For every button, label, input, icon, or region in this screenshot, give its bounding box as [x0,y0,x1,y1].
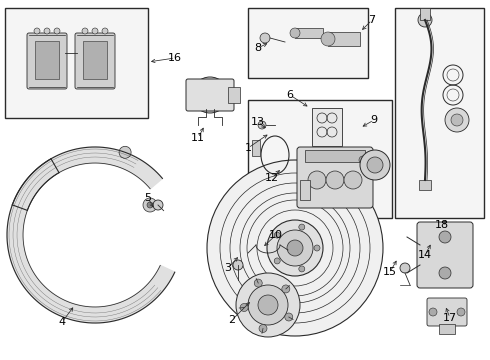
Circle shape [54,28,60,34]
Circle shape [34,28,40,34]
Text: 4: 4 [58,317,66,327]
Circle shape [153,200,163,210]
Circle shape [360,150,390,180]
Bar [248,100,392,218]
Bar [419,180,431,190]
Text: 16: 16 [168,53,182,63]
Circle shape [147,202,153,208]
Circle shape [267,220,323,276]
Circle shape [299,224,305,230]
FancyBboxPatch shape [75,33,115,89]
FancyBboxPatch shape [427,298,467,326]
Bar [420,8,430,20]
Bar [252,140,260,156]
Circle shape [314,245,320,251]
Bar [295,28,323,38]
Text: 14: 14 [418,250,432,260]
Circle shape [274,232,280,238]
Circle shape [102,28,108,34]
FancyBboxPatch shape [186,79,234,111]
Bar [300,180,310,200]
Text: 6: 6 [287,90,294,100]
Circle shape [400,263,410,273]
Circle shape [233,260,243,270]
Circle shape [254,279,262,287]
Circle shape [258,295,278,315]
Circle shape [82,28,88,34]
Text: 9: 9 [370,115,378,125]
Circle shape [240,303,248,311]
Circle shape [359,156,367,164]
Circle shape [287,240,303,256]
Bar [395,8,484,218]
Circle shape [236,273,300,337]
Text: 15: 15 [383,267,397,277]
Text: 11: 11 [191,133,205,143]
Circle shape [418,13,432,27]
Circle shape [204,89,216,101]
Text: 18: 18 [435,220,449,230]
Bar [5,8,148,118]
Bar [248,8,368,78]
Bar [35,41,59,79]
Circle shape [259,324,267,333]
Bar [228,87,240,103]
Circle shape [282,285,290,293]
Circle shape [143,198,157,212]
Text: 8: 8 [254,43,262,53]
Circle shape [277,230,313,266]
Text: 12: 12 [265,173,279,183]
FancyBboxPatch shape [417,222,473,288]
Circle shape [248,285,288,325]
Circle shape [445,108,469,132]
Circle shape [290,28,300,38]
Circle shape [258,121,266,129]
Circle shape [285,313,293,321]
Circle shape [119,146,131,158]
Circle shape [344,171,362,189]
Circle shape [326,171,344,189]
Circle shape [439,267,451,279]
Circle shape [260,33,270,43]
FancyBboxPatch shape [27,33,67,89]
Circle shape [451,114,463,126]
Circle shape [429,308,437,316]
Text: 10: 10 [269,230,283,240]
Circle shape [274,258,280,264]
Text: 3: 3 [224,263,231,273]
Circle shape [367,157,383,173]
FancyBboxPatch shape [297,147,373,208]
Circle shape [44,28,50,34]
Circle shape [92,28,98,34]
Bar [439,324,455,334]
Text: 13: 13 [251,117,265,127]
Circle shape [321,32,335,46]
Bar [328,32,360,46]
Circle shape [207,160,383,336]
Text: 7: 7 [368,15,375,25]
Bar [312,108,342,146]
Bar [83,41,107,79]
Text: 5: 5 [145,193,151,203]
Circle shape [299,266,305,272]
Text: 2: 2 [228,315,236,325]
Circle shape [457,308,465,316]
Circle shape [198,83,222,107]
Circle shape [308,171,326,189]
Bar [305,150,365,162]
Text: 1: 1 [245,143,251,153]
Polygon shape [7,147,175,323]
Circle shape [439,231,451,243]
Text: 17: 17 [443,313,457,323]
Circle shape [192,77,228,113]
